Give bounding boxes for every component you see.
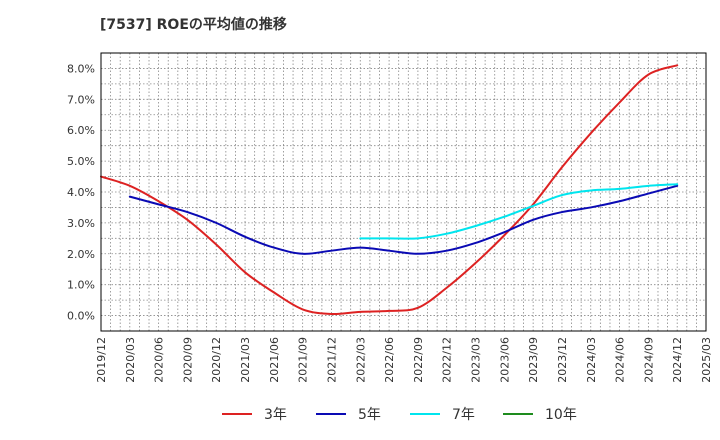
x-tick-label: 2024/03 [585,337,598,383]
chart-title: [7537] ROEの平均値の推移 [100,17,287,33]
y-tick-label: 1.0% [67,279,95,292]
y-tick-label: 2.0% [67,248,95,261]
y-tick-label: 8.0% [67,62,95,75]
legend-label: 5年 [358,407,381,423]
x-tick-label: 2022/12 [441,337,454,383]
x-tick-label: 2024/09 [642,337,655,383]
y-tick-label: 4.0% [67,186,95,199]
x-tick-label: 2024/06 [614,337,627,383]
y-tick-label: 3.0% [67,217,95,230]
x-tick-label: 2021/03 [239,337,252,383]
legend: 3年 5年 7年 10年 [222,407,577,423]
y-tick-label: 0.0% [67,310,95,323]
x-tick-label: 2022/03 [354,337,367,383]
x-tick-label: 2021/09 [297,337,310,383]
plot-frame [100,52,707,332]
x-tick-label: 2023/09 [527,337,540,383]
y-axis-tick-labels: 0.0% 1.0% 2.0% 3.0% 4.0% 5.0% 6.0% 7.0% 8.0% [67,62,95,322]
x-tick-label: 2022/06 [383,337,396,383]
x-tick-label: 2020/03 [124,337,137,383]
x-axis-tick-labels: 2019/12 2020/03 2020/06 2020/09 2020/12 2021/… [95,337,713,383]
series-line-0 [100,64,679,316]
legend-label: 7年 [452,407,475,423]
x-tick-label: 2021/12 [325,337,338,383]
x-tick-label: 2023/06 [498,337,511,383]
y-tick-label: 7.0% [67,93,95,106]
x-tick-label: 2023/12 [556,337,569,383]
x-tick-label: 2020/06 [153,337,166,383]
series-line-1 [128,184,679,255]
y-tick-label: 5.0% [67,155,95,168]
series-lines [100,64,679,316]
x-tick-label: 2023/03 [470,337,483,383]
x-tick-label: 2021/06 [268,337,281,383]
legend-label: 10年 [545,407,577,423]
legend-label: 3年 [264,407,287,423]
x-tick-label: 2025/03 [700,337,713,383]
x-tick-label: 2020/12 [210,337,223,383]
x-tick-label: 2020/09 [181,337,194,383]
series-line-2 [359,183,679,240]
plot-border [100,52,707,332]
x-tick-label: 2024/12 [671,337,684,383]
x-tick-label: 2022/09 [412,337,425,383]
y-tick-label: 6.0% [67,124,95,137]
x-tick-label: 2019/12 [95,337,108,383]
